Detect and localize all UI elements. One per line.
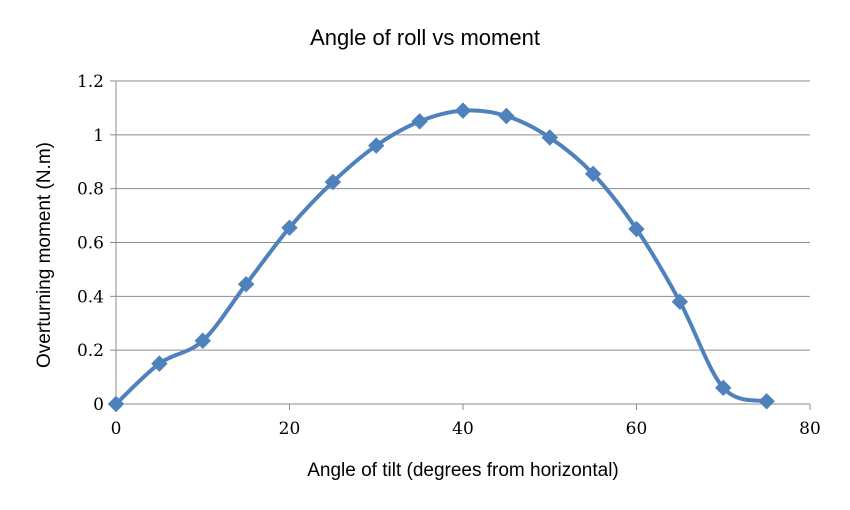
gridlines	[116, 80, 810, 351]
x-axis-ticks: 0 20 40 60 80	[111, 404, 821, 439]
data-point-marker	[628, 220, 645, 238]
y-axis-label: Overturning moment (N.m)	[34, 142, 55, 368]
x-axis-label: Angle of tilt (degrees from horizontal)	[307, 460, 619, 481]
data-point-marker	[368, 137, 385, 154]
series-line	[114, 108, 769, 406]
x-tick-label: 40	[452, 419, 474, 439]
data-point-marker	[324, 173, 342, 191]
y-tick-label: 0.2	[77, 341, 104, 361]
data-point-marker	[194, 332, 211, 349]
x-tick-label: 20	[279, 419, 301, 439]
y-tick-label: 1	[93, 126, 104, 146]
y-tick-label: 1.2	[77, 72, 104, 92]
data-point-marker	[584, 165, 602, 183]
data-point-marker	[541, 129, 558, 146]
x-tick-label: 80	[799, 419, 821, 439]
series-group	[114, 108, 769, 406]
data-point-marker	[671, 293, 689, 310]
markers-group	[107, 102, 775, 413]
y-tick-label: 0	[93, 395, 104, 415]
x-tick-label: 0	[111, 419, 122, 439]
data-point-marker	[454, 102, 472, 119]
data-point-marker	[498, 107, 515, 125]
data-point-marker	[758, 393, 775, 410]
chart-title: Angle of roll vs moment	[310, 25, 540, 50]
data-point-marker	[715, 379, 732, 397]
y-tick-label: 0.8	[77, 180, 104, 200]
y-axis-ticks: 0 0.2 0.4 0.6 0.8 1 1.2	[77, 72, 116, 415]
data-point-marker	[107, 395, 125, 413]
data-point-marker	[281, 219, 298, 236]
y-tick-label: 0.4	[77, 287, 104, 307]
x-tick-label: 60	[626, 419, 648, 439]
y-tick-label: 0.6	[77, 234, 104, 254]
data-point-marker	[151, 355, 168, 372]
data-point-marker	[237, 276, 255, 293]
data-point-marker	[411, 113, 428, 130]
